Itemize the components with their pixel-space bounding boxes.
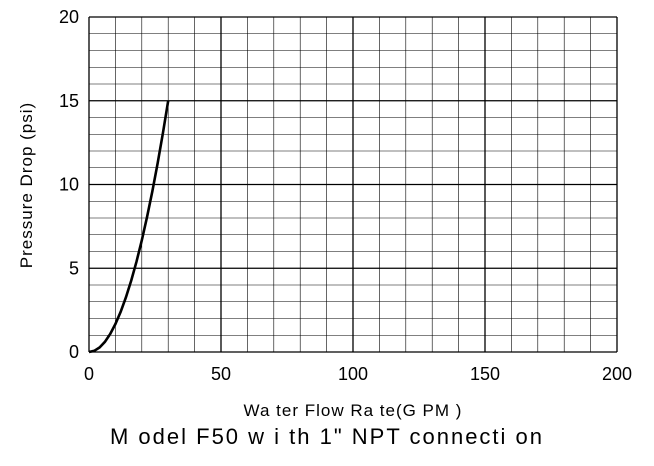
x-tick-label: 200: [602, 364, 632, 384]
x-tick-label: 100: [338, 364, 368, 384]
y-tick-label: 0: [69, 342, 79, 362]
x-tick-label: 0: [84, 364, 94, 384]
x-tick-labels: 0 50 100 150 200: [84, 364, 632, 384]
grid: [88, 16, 618, 353]
x-tick-label: 50: [211, 364, 231, 384]
chart-caption: M odel F50 w i th 1" NPT connecti on: [109, 424, 545, 449]
y-tick-label: 20: [59, 7, 79, 27]
y-tick-label: 5: [69, 258, 79, 278]
y-tick-label: 10: [59, 175, 79, 195]
y-axis-label: Pressure Drop (psi): [17, 102, 36, 268]
series-line: [88, 100, 170, 354]
y-tick-labels: 0 5 10 15 20: [59, 7, 79, 362]
x-tick-label: 150: [470, 364, 500, 384]
chart: 0 50 100 150 200 0 5 10 15 20 Wa ter Flow Ra te(…: [17, 7, 632, 420]
x-axis-label: Wa ter Flow Ra te(G PM ): [244, 401, 463, 420]
y-tick-label: 15: [59, 91, 79, 111]
